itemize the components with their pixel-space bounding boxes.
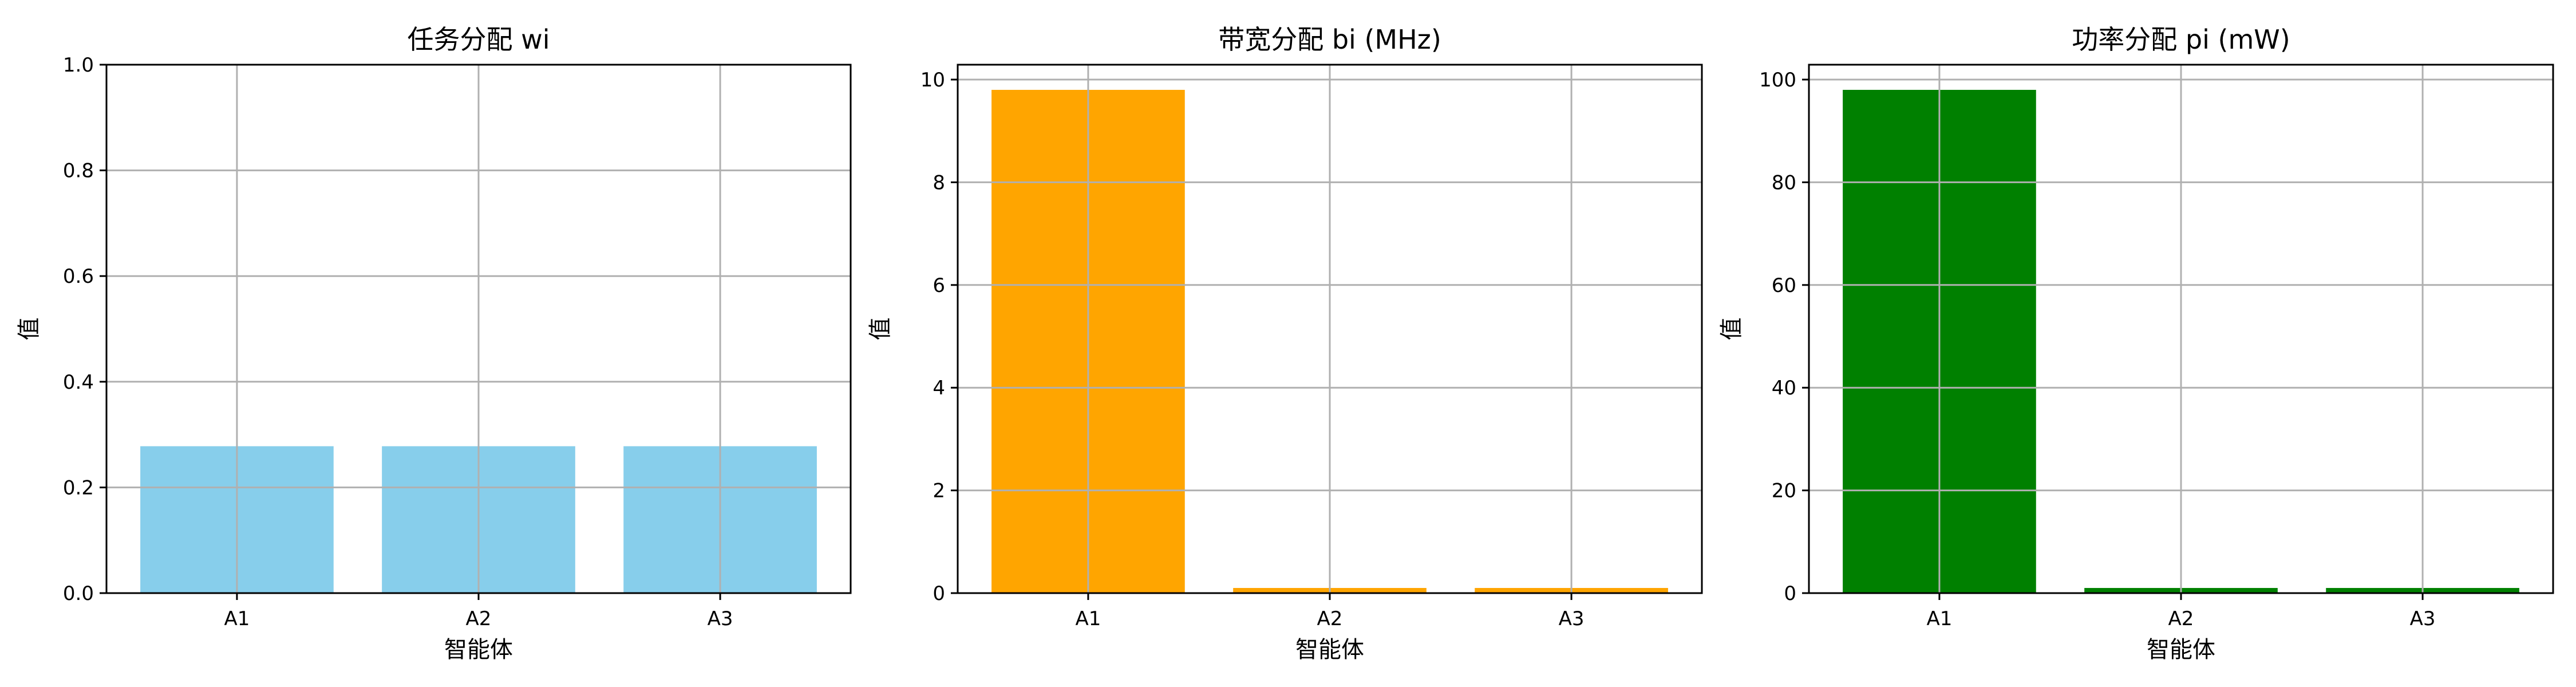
x-tick-label: A1 — [1075, 607, 1101, 630]
y-tick-label: 60 — [1772, 274, 1796, 297]
axes-frame — [1808, 64, 2554, 594]
y-tick-label: 0 — [1784, 582, 1796, 605]
y-tick-label: 0.2 — [63, 476, 94, 499]
y-tick-label: 0.4 — [63, 371, 94, 394]
y-axis-label: 值 — [867, 318, 894, 341]
x-axis-label: 智能体 — [2147, 637, 2215, 663]
y-tick-label: 0 — [933, 582, 945, 605]
y-tick-label: 40 — [1772, 377, 1796, 400]
y-tick-label: 1.0 — [63, 54, 94, 77]
y-tick-label: 100 — [1759, 69, 1796, 92]
y-tick-label: 80 — [1772, 171, 1796, 194]
y-tick-label: 6 — [933, 274, 945, 297]
x-tick-label: A3 — [1559, 607, 1585, 630]
chart-title: 带宽分配 bi (MHz) — [1218, 24, 1441, 55]
chart-title: 功率分配 pi (mW) — [2072, 24, 2290, 55]
y-tick-label: 20 — [1772, 480, 1796, 503]
y-tick-label: 10 — [920, 69, 945, 92]
y-tick-label: 0.6 — [63, 265, 94, 288]
x-axis-label: 智能体 — [1295, 637, 1364, 663]
y-tick-label: 4 — [933, 377, 945, 400]
x-tick-label: A3 — [2410, 607, 2436, 630]
y-tick-label: 0.8 — [63, 160, 94, 183]
x-tick-label: A1 — [1926, 607, 1952, 630]
y-axis-label: 值 — [16, 318, 42, 341]
chart-power-allocation: 0 20 40 60 80 100 A1 A2 A3 功率分配 pi (mW) 智能体 值 — [1718, 24, 2554, 663]
chart-bandwidth-allocation: 0 2 4 6 8 10 A1 A2 A3 带宽分配 bi (MHz) 智能体 值 — [867, 24, 1703, 663]
y-tick-label: 0.0 — [63, 582, 94, 605]
y-axis-label: 值 — [1718, 318, 1745, 341]
x-tick-label: A1 — [224, 607, 250, 630]
x-tick-label: A2 — [2168, 607, 2194, 630]
axes-frame — [105, 64, 852, 594]
axes-frame — [957, 64, 1703, 594]
x-tick-label: A2 — [466, 607, 492, 630]
chart-title: 任务分配 wi — [407, 24, 550, 55]
x-tick-label: A3 — [708, 607, 733, 630]
chart-task-allocation: 0.0 0.2 0.4 0.6 0.8 1.0 A1 A2 A3 任务分配 wi 智能体 值 — [16, 24, 852, 663]
y-tick-label: 2 — [933, 480, 945, 503]
x-axis-label: 智能体 — [444, 637, 513, 663]
y-tick-label: 8 — [933, 171, 945, 194]
x-tick-label: A2 — [1317, 607, 1343, 630]
